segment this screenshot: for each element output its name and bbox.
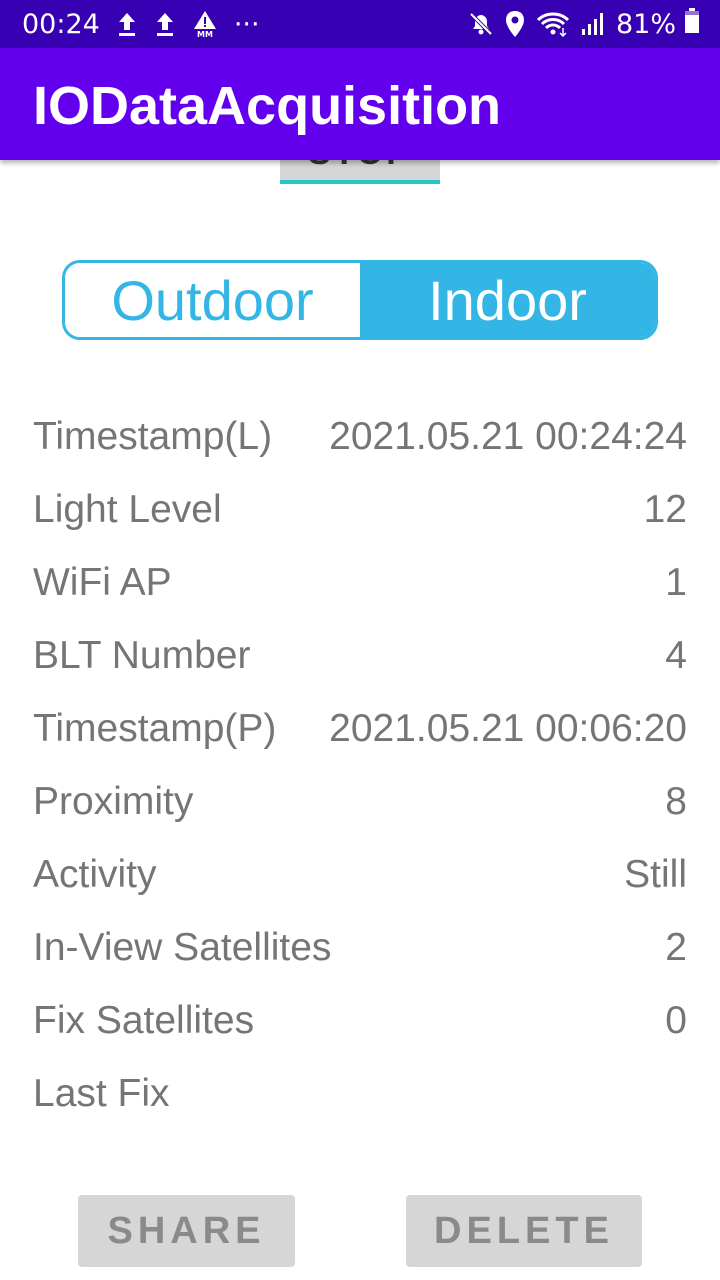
signal-icon (580, 11, 606, 37)
info-label: Activity (33, 852, 157, 896)
info-label: In-View Satellites (33, 925, 332, 969)
info-row-last-fix: Last Fix (33, 1057, 687, 1130)
info-label: Light Level (33, 487, 222, 531)
info-label: WiFi AP (33, 560, 172, 604)
share-button[interactable]: SHARE (78, 1195, 295, 1267)
app-bar: IODataAcquisition (0, 48, 720, 160)
info-label: BLT Number (33, 633, 251, 677)
info-value: 2021.05.21 00:24:24 (329, 414, 687, 458)
info-label: Timestamp(L) (33, 414, 273, 458)
info-row-timestamp-p: Timestamp(P) 2021.05.21 00:06:20 (33, 692, 687, 765)
upload-icon (154, 11, 176, 37)
upload-icon (116, 11, 138, 37)
status-right: 81% (468, 0, 700, 48)
info-row-light-level: Light Level 12 (33, 473, 687, 546)
mm-warning-icon: MM (192, 10, 218, 38)
info-row-fix-satellites: Fix Satellites 0 (33, 984, 687, 1057)
info-label: Last Fix (33, 1071, 170, 1115)
wifi-icon (536, 11, 570, 37)
info-value: 12 (643, 487, 687, 531)
info-row-in-view-satellites: In-View Satellites 2 (33, 911, 687, 984)
battery-icon (684, 7, 700, 41)
info-value: Still (624, 852, 687, 896)
svg-text:MM: MM (197, 30, 213, 38)
info-row-proximity: Proximity 8 (33, 765, 687, 838)
status-bar: 00:24 MM ··· 81% (0, 0, 720, 48)
info-value: 2 (665, 925, 687, 969)
more-notifications: ··· (233, 8, 260, 40)
info-value: 2021.05.21 00:06:20 (329, 706, 687, 750)
sensor-info-list: Timestamp(L) 2021.05.21 00:24:24 Light L… (33, 400, 687, 1130)
indoor-option[interactable]: Indoor (360, 263, 655, 337)
location-icon (504, 10, 526, 38)
info-label: Fix Satellites (33, 998, 255, 1042)
mode-toggle: Outdoor Indoor (62, 260, 658, 340)
info-value: 1 (665, 560, 687, 604)
status-time: 00:24 (22, 8, 100, 40)
info-value: 0 (665, 998, 687, 1042)
info-row-activity: Activity Still (33, 838, 687, 911)
info-value: 4 (665, 633, 687, 677)
info-row-timestamp-l: Timestamp(L) 2021.05.21 00:24:24 (33, 400, 687, 473)
info-label: Timestamp(P) (33, 706, 277, 750)
status-left: 00:24 MM ··· (22, 0, 260, 48)
info-label: Proximity (33, 779, 194, 823)
mute-icon (468, 11, 494, 37)
battery-percentage: 81% (615, 8, 676, 40)
info-value: 8 (665, 779, 687, 823)
app-title: IODataAcquisition (33, 76, 502, 136)
outdoor-option[interactable]: Outdoor (65, 263, 360, 337)
delete-button[interactable]: DELETE (406, 1195, 642, 1267)
info-row-wifi-ap: WiFi AP 1 (33, 546, 687, 619)
info-row-blt-number: BLT Number 4 (33, 619, 687, 692)
